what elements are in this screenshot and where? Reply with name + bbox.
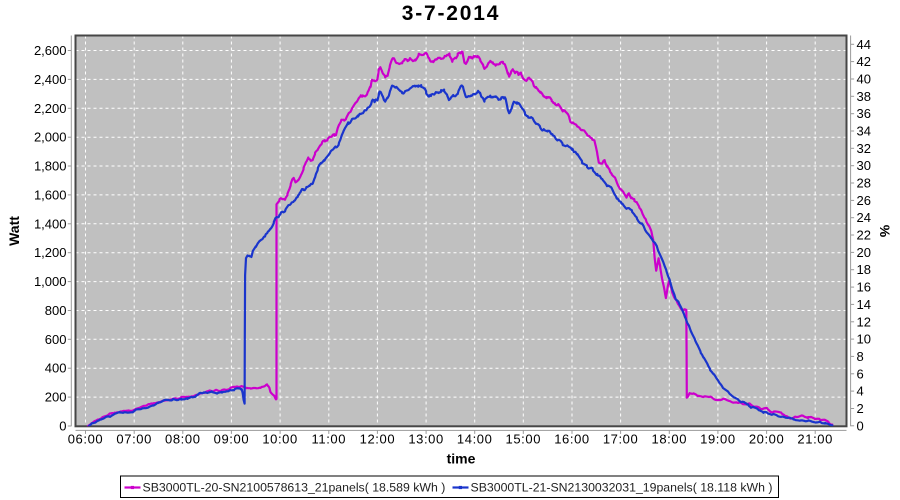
svg-text:09:00: 09:00	[214, 432, 250, 447]
svg-text:%: %	[877, 225, 893, 238]
svg-text:22: 22	[857, 228, 871, 243]
svg-text:38: 38	[857, 89, 871, 104]
svg-text:07:00: 07:00	[116, 432, 152, 447]
svg-text:400: 400	[45, 361, 67, 376]
svg-text:1,600: 1,600	[34, 187, 67, 202]
svg-text:4: 4	[857, 384, 864, 399]
svg-text:2,000: 2,000	[34, 130, 67, 145]
svg-text:28: 28	[857, 176, 871, 191]
svg-text:10: 10	[857, 332, 871, 347]
svg-text:36: 36	[857, 106, 871, 121]
svg-text:SB3000TL-20-SN2100578613_21pan: SB3000TL-20-SN2100578613_21panels( 18.58…	[143, 481, 446, 495]
svg-text:16: 16	[857, 280, 871, 295]
svg-text:14:00: 14:00	[457, 432, 493, 447]
svg-text:19:00: 19:00	[700, 432, 736, 447]
svg-text:0: 0	[857, 418, 864, 433]
svg-text:24: 24	[857, 210, 871, 225]
svg-text:44: 44	[857, 37, 871, 52]
svg-text:12: 12	[857, 314, 871, 329]
svg-text:14: 14	[857, 297, 871, 312]
svg-text:time: time	[447, 451, 476, 467]
svg-text:1,200: 1,200	[34, 245, 67, 260]
svg-text:15:00: 15:00	[506, 432, 542, 447]
svg-text:13:00: 13:00	[408, 432, 444, 447]
svg-text:SB3000TL-21-SN2130032031_19pan: SB3000TL-21-SN2130032031_19panels( 18.11…	[471, 481, 773, 495]
svg-text:Watt: Watt	[6, 216, 22, 246]
svg-text:2: 2	[857, 401, 864, 416]
svg-text:08:00: 08:00	[165, 432, 201, 447]
svg-text:1,800: 1,800	[34, 159, 67, 174]
svg-text:2,600: 2,600	[34, 43, 67, 58]
svg-text:18:00: 18:00	[652, 432, 688, 447]
svg-text:18: 18	[857, 262, 871, 277]
svg-text:20:00: 20:00	[749, 432, 785, 447]
svg-text:06:00: 06:00	[68, 432, 104, 447]
svg-text:32: 32	[857, 141, 871, 156]
svg-text:21:00: 21:00	[797, 432, 833, 447]
svg-text:8: 8	[857, 349, 864, 364]
svg-text:0: 0	[59, 419, 66, 434]
svg-text:1,400: 1,400	[34, 216, 67, 231]
svg-text:17:00: 17:00	[603, 432, 639, 447]
svg-text:12:00: 12:00	[360, 432, 396, 447]
svg-text:11:00: 11:00	[312, 432, 347, 447]
svg-text:42: 42	[857, 54, 871, 69]
svg-text:30: 30	[857, 158, 871, 173]
svg-text:3-7-2014: 3-7-2014	[402, 2, 500, 25]
svg-text:1,000: 1,000	[34, 274, 67, 289]
svg-text:200: 200	[45, 390, 67, 405]
svg-text:800: 800	[45, 303, 67, 318]
svg-text:10:00: 10:00	[262, 432, 298, 447]
svg-text:2,200: 2,200	[34, 101, 67, 116]
svg-text:16:00: 16:00	[554, 432, 590, 447]
svg-text:34: 34	[857, 124, 871, 139]
svg-text:40: 40	[857, 72, 871, 87]
svg-text:2,400: 2,400	[34, 72, 67, 87]
svg-text:6: 6	[857, 366, 864, 381]
svg-text:26: 26	[857, 193, 871, 208]
svg-text:600: 600	[45, 332, 67, 347]
svg-text:20: 20	[857, 245, 871, 260]
